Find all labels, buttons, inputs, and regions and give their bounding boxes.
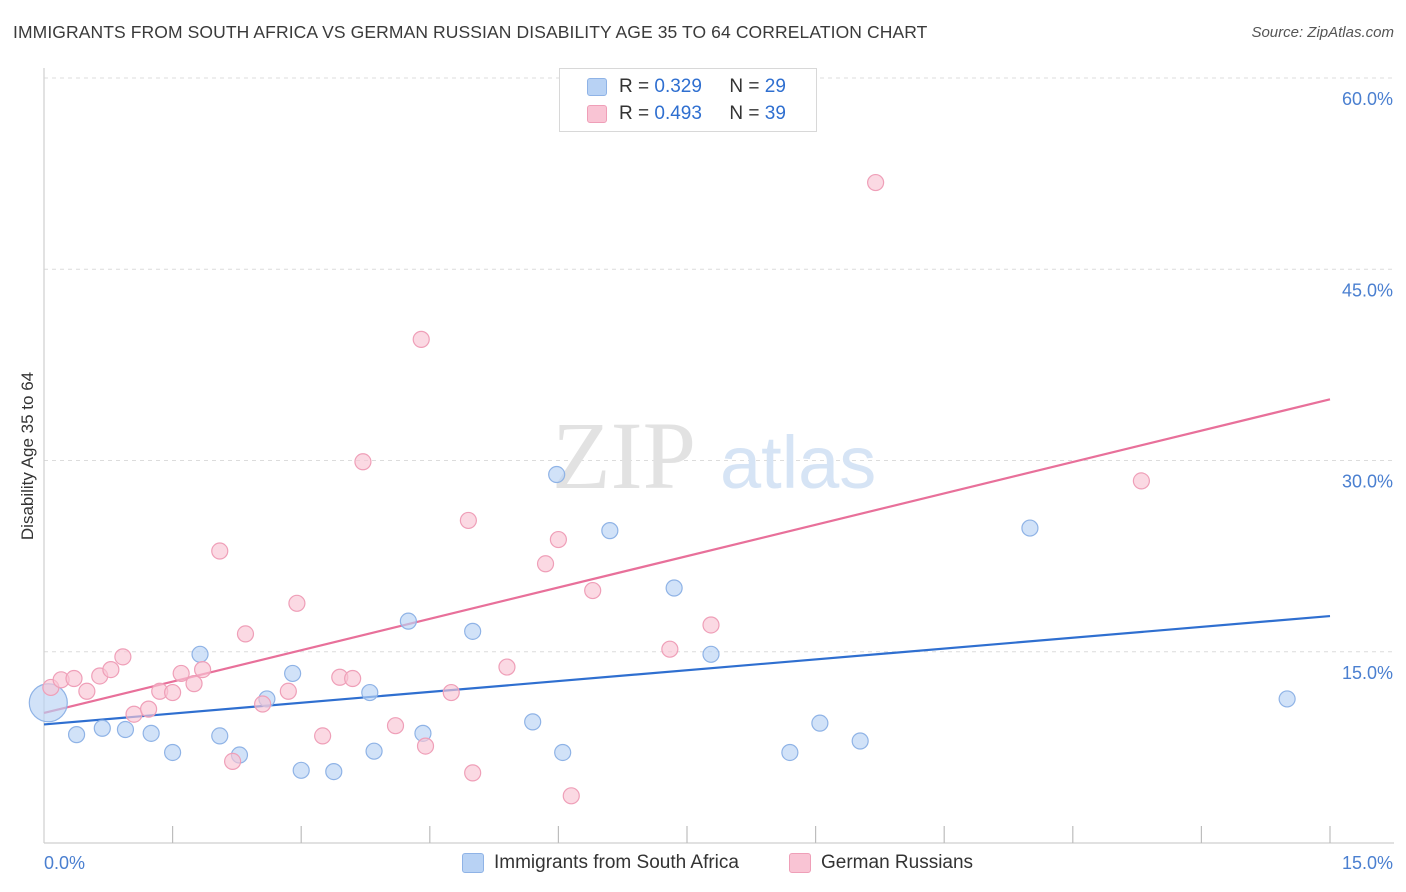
legend-n-label: N = (729, 76, 760, 97)
point-pink (125, 705, 143, 723)
stats-legend: R = 0.329 N = 29 R = 0.493 N = 39 (559, 68, 817, 132)
point-blue (1278, 690, 1296, 708)
point-blue (325, 762, 343, 781)
watermark-zip: ZIP (552, 402, 696, 509)
point-pink (194, 660, 212, 679)
point-blue (67, 726, 86, 744)
point-pink (584, 581, 602, 600)
y-tick-label-30: 30.0% (1342, 472, 1393, 492)
point-pink (78, 682, 96, 700)
point-pink (236, 625, 255, 643)
watermark: ZIP atlas (552, 402, 876, 509)
point-pink (459, 511, 477, 530)
point-pink (867, 173, 885, 192)
legend-n-label: N = (729, 103, 760, 124)
legend-swatch-pink (587, 105, 607, 123)
point-blue (142, 724, 160, 742)
point-pink (386, 717, 405, 735)
point-pink (172, 664, 190, 683)
point-pink (661, 640, 679, 658)
y-tick-label-15: 15.0% (1342, 663, 1393, 683)
point-blue (116, 720, 135, 739)
point-blue (211, 727, 229, 745)
y-axis-label: Disability Age 35 to 64 (18, 372, 37, 540)
legend-r-label: R = (619, 103, 650, 124)
point-blue (284, 664, 302, 683)
point-blue (191, 645, 209, 663)
point-blue (292, 761, 310, 779)
point-pink (412, 330, 430, 348)
point-pink (498, 658, 516, 676)
y-tick-label-60: 60.0% (1342, 89, 1393, 109)
point-pink (288, 594, 306, 612)
legend-n-value-pink: 39 (764, 103, 786, 124)
point-pink (139, 700, 158, 718)
point-blue (365, 742, 383, 760)
point-blue (811, 714, 829, 732)
bottom-legend-blue: Immigrants from South Africa (462, 852, 739, 874)
legend-swatch-blue (587, 78, 607, 96)
point-blue (665, 579, 683, 597)
legend-r-value-pink: 0.493 (654, 103, 702, 124)
trend-line-blue (43, 614, 1331, 726)
point-blue (399, 612, 417, 630)
point-pink (224, 752, 242, 771)
y-tick-labels: 15.0% 30.0% 45.0% 60.0% (1342, 89, 1393, 683)
point-pink (254, 695, 272, 713)
point-blue (1021, 519, 1039, 537)
point-blue (851, 732, 869, 750)
point-blue (554, 743, 572, 762)
point-pink (102, 660, 120, 679)
point-blue (601, 522, 619, 540)
point-pink (211, 542, 229, 560)
chart-title: IMMIGRANTS FROM SOUTH AFRICA VS GERMAN R… (13, 22, 928, 42)
point-blue (93, 719, 111, 737)
data-points (28, 173, 1296, 805)
x-tick-label-min: 0.0% (44, 853, 85, 873)
point-blue (548, 465, 566, 484)
bottom-legend-label-pink: German Russians (821, 852, 974, 873)
x-tick-label-max: 15.0% (1342, 853, 1393, 873)
point-pink (1132, 472, 1150, 490)
legend-r-value-blue: 0.329 (654, 76, 702, 97)
x-axis-ticks (172, 826, 1331, 843)
watermark-atlas: atlas (720, 421, 876, 504)
point-pink (65, 669, 83, 688)
point-pink (464, 764, 482, 782)
point-blue (702, 645, 720, 663)
trend-line-pink (43, 398, 1331, 715)
point-pink (279, 682, 297, 700)
legend-n-value-blue: 29 (764, 76, 786, 97)
point-pink (536, 555, 555, 573)
point-pink (442, 683, 460, 702)
point-pink (114, 648, 132, 666)
point-pink (354, 453, 372, 471)
point-blue (164, 743, 182, 762)
point-blue (464, 622, 482, 640)
legend-row-blue: R = 0.329 N = 29 (587, 74, 786, 100)
legend-row-pink: R = 0.493 N = 39 (587, 101, 786, 127)
legend-r-label: R = (619, 76, 650, 97)
point-pink (562, 787, 580, 805)
point-blue (361, 683, 379, 702)
point-pink (185, 675, 203, 693)
point-pink (164, 683, 182, 702)
point-pink (314, 727, 332, 745)
point-blue (781, 743, 799, 762)
point-blue (524, 713, 542, 731)
bottom-legend-swatch-blue (462, 853, 484, 873)
point-pink (416, 737, 435, 755)
bottom-legend-pink: German Russians (789, 852, 973, 874)
bottom-legend-swatch-pink (789, 853, 811, 873)
y-tick-label-45: 45.0% (1342, 280, 1393, 300)
point-pink (702, 616, 720, 634)
point-pink (344, 669, 362, 688)
gridlines (44, 77, 1394, 653)
bottom-legend-label-blue: Immigrants from South Africa (494, 852, 739, 873)
point-pink (549, 530, 568, 549)
chart-source: Source: ZipAtlas.com (1251, 24, 1394, 41)
